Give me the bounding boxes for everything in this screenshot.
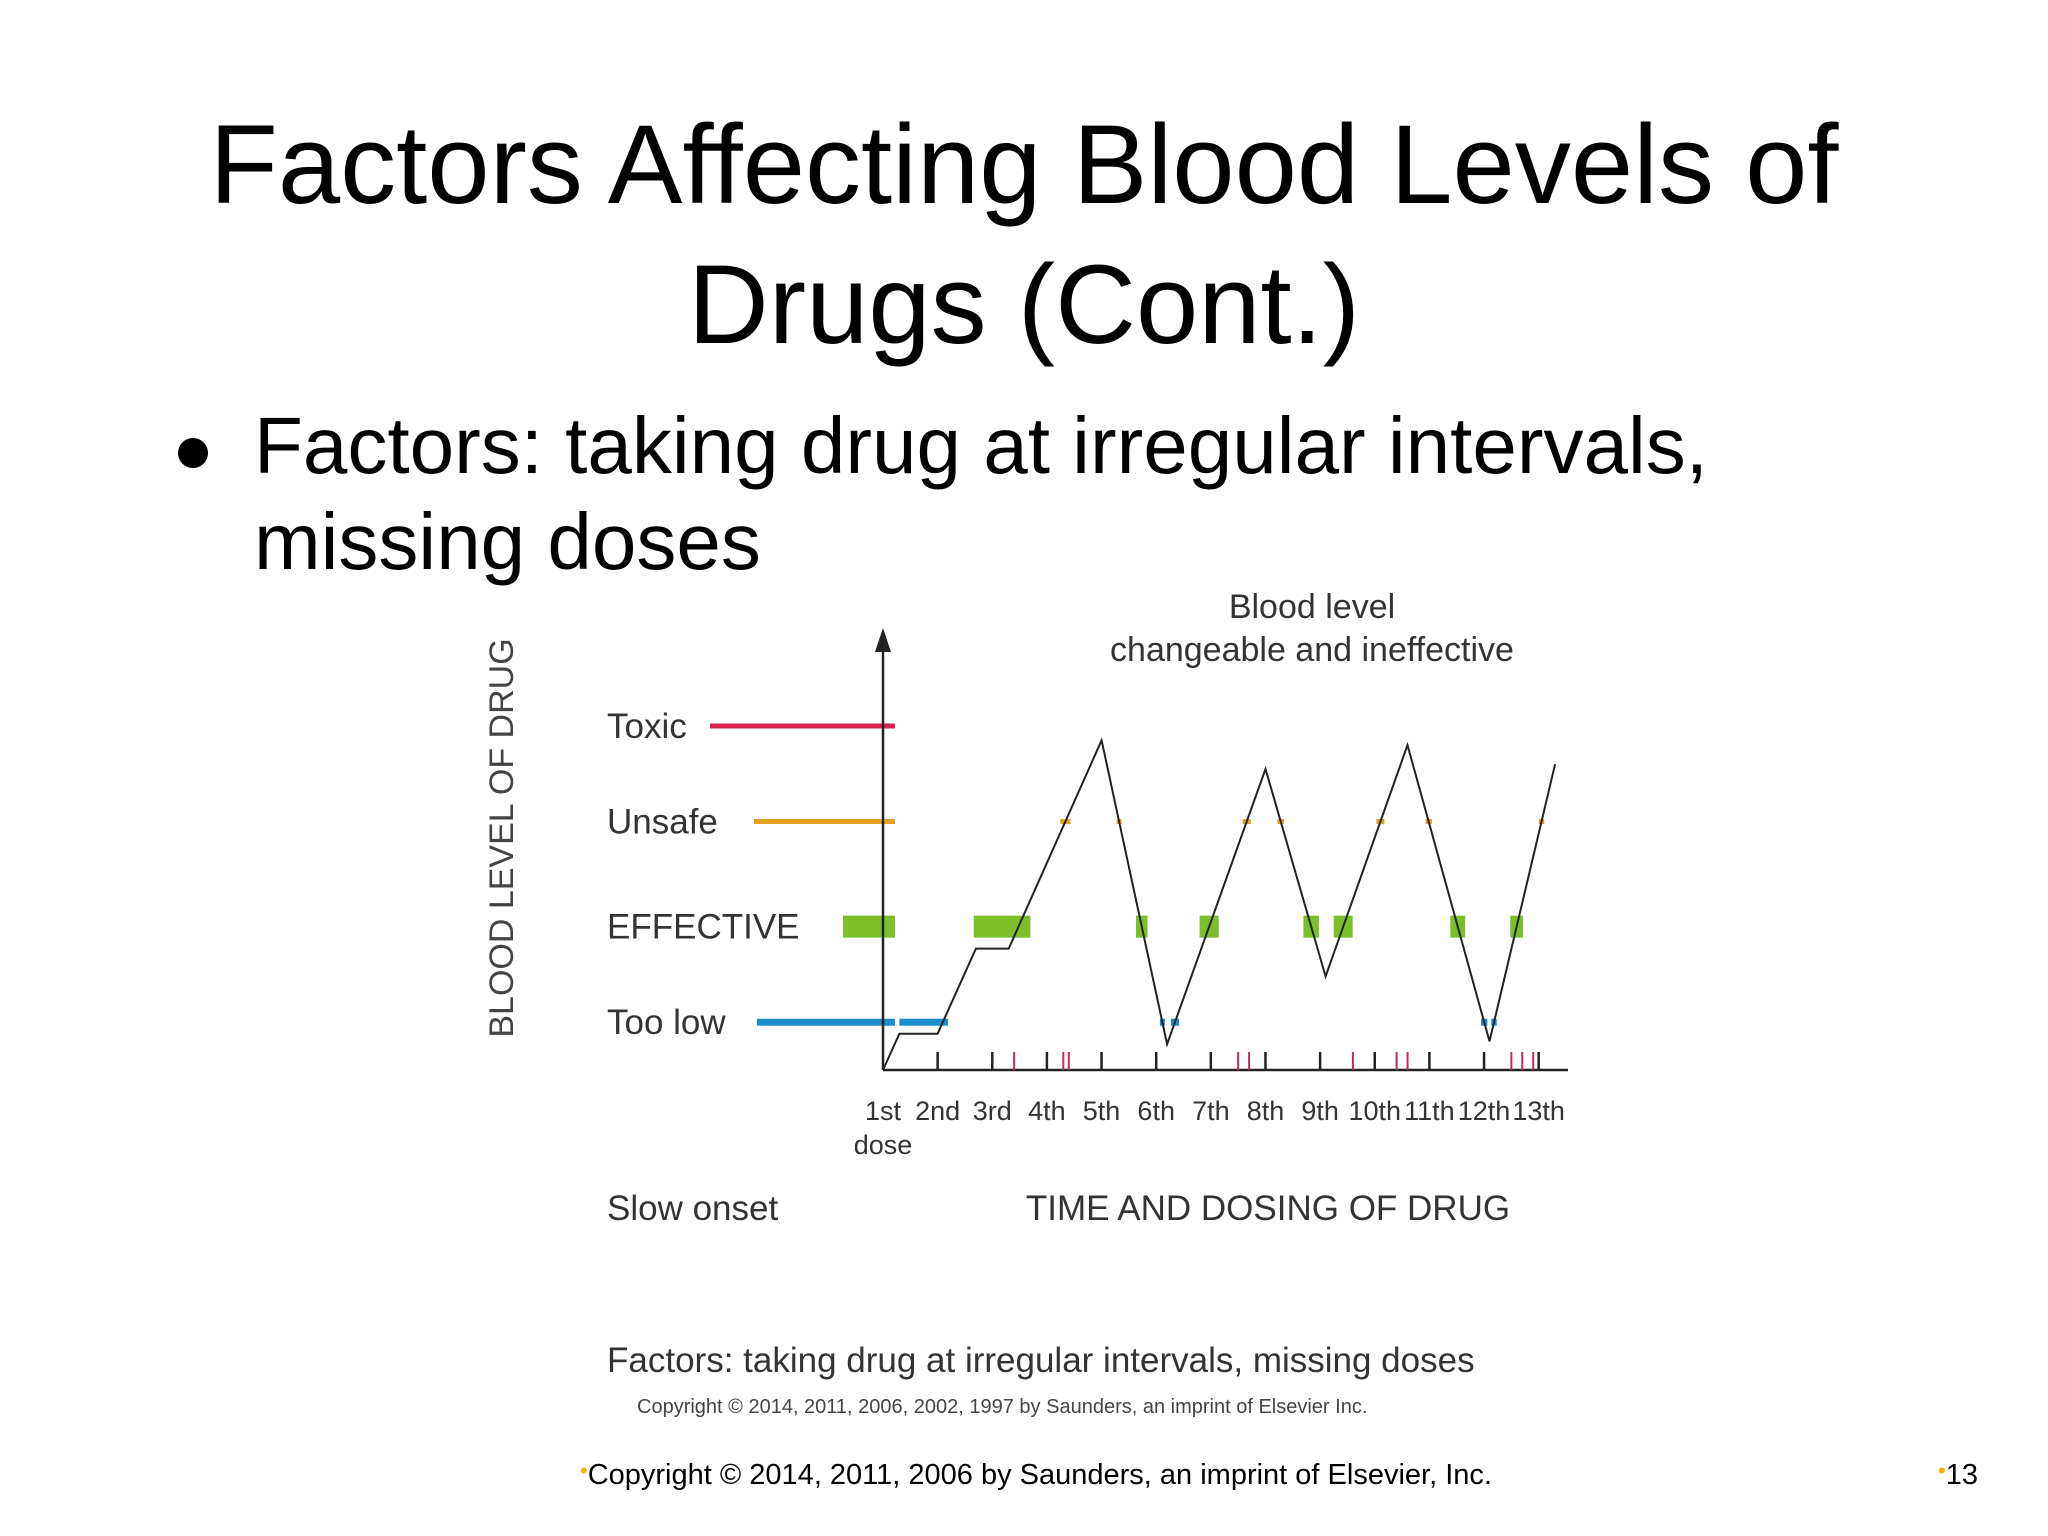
bullet-text: Factors: taking drug at irregular interv… [254,401,1708,586]
chart-title-line1: Blood level [1229,588,1395,626]
dose-sublabel: dose [854,1130,913,1160]
dose-tick-label-3: 3rd [973,1096,1012,1126]
page-number: •13 [1938,1458,1978,1492]
slide-title-line2: Drugs (Cont.) [687,242,1361,367]
page-number-text: 13 [1945,1459,1978,1491]
dose-tick-label-1: 1st [865,1096,902,1126]
page-bullet-icon: • [1938,1458,1946,1483]
footer-copyright: •Copyright © 2014, 2011, 2006 by Saunder… [580,1458,1492,1492]
footer-copyright-text: Copyright © 2014, 2011, 2006 by Saunders… [587,1459,1492,1491]
x-axis-label: TIME AND DOSING OF DRUG [1026,1189,1510,1228]
dose-tick-label-5: 5th [1083,1096,1121,1126]
footer-bullet-icon: • [580,1458,588,1483]
dose-tick-label-8: 8th [1247,1096,1285,1126]
dose-tick-label-7: 7th [1192,1096,1230,1126]
blood-level-line [882,737,1557,1071]
dose-tick-label-11: 11th [1404,1096,1455,1126]
level-label-effective: EFFECTIVE [607,908,800,947]
dose-tick-label-13: 13th [1512,1096,1565,1126]
bullet-dot-icon [178,438,208,468]
dose-tick-label-4: 4th [1028,1096,1066,1126]
dose-tick-label-9: 9th [1301,1096,1339,1126]
level-label-too-low: Too low [607,1003,726,1042]
y-axis-arrow-icon [875,628,891,652]
y-axis-label: BLOOD LEVEL OF DRUG [483,638,521,1037]
chart-caption: Factors: taking drug at irregular interv… [607,1341,1475,1380]
dose-tick-label-2: 2nd [915,1096,960,1126]
dose-tick-label-6: 6th [1137,1096,1175,1126]
chart-title-line2: changeable and ineffective [1110,631,1514,669]
slide-title: Factors Affecting Blood Levels of Drugs … [0,95,2048,375]
chart-copyright: Copyright © 2014, 2011, 2006, 2002, 1997… [637,1396,1367,1418]
dose-tick-label-10: 10th [1348,1096,1401,1126]
level-band-too-low-0 [899,1018,948,1026]
level-label-toxic: Toxic [607,707,687,746]
dose-tick-label-12: 12th [1458,1096,1511,1126]
slow-onset-label: Slow onset [607,1189,778,1228]
slide-title-line1: Factors Affecting Blood Levels of [209,102,1839,227]
level-label-unsafe: Unsafe [607,803,718,842]
